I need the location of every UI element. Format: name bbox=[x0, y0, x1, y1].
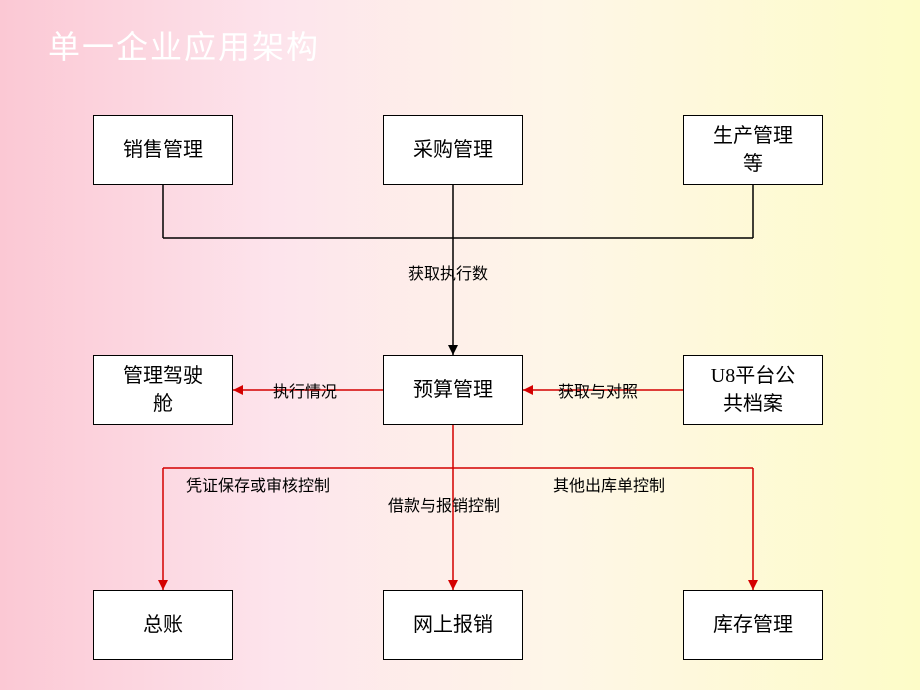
node-expense: 网上报销 bbox=[383, 590, 523, 660]
edge-label-0: 获取执行数 bbox=[408, 260, 488, 284]
edge-label-3: 凭证保存或审核控制 bbox=[186, 472, 330, 496]
architecture-diagram: 销售管理 采购管理 生产管理等管理驾驶舱 预算管理 U8平台公共档案总账 网上报销 库存管理… bbox=[78, 100, 848, 675]
node-budget: 预算管理 bbox=[383, 355, 523, 425]
node-sales: 销售管理 bbox=[93, 115, 233, 185]
node-cockpit: 管理驾驶舱 bbox=[93, 355, 233, 425]
edge-label-1: 执行情况 bbox=[273, 378, 337, 402]
node-production: 生产管理等 bbox=[683, 115, 823, 185]
edge-label-4: 借款与报销控制 bbox=[388, 492, 500, 516]
page-title: 单一企业应用架构 bbox=[48, 22, 320, 68]
node-inventory: 库存管理 bbox=[683, 590, 823, 660]
node-u8: U8平台公共档案 bbox=[683, 355, 823, 425]
node-gl: 总账 bbox=[93, 590, 233, 660]
edge-label-2: 获取与对照 bbox=[558, 378, 638, 402]
edge-label-5: 其他出库单控制 bbox=[553, 472, 665, 496]
node-purchase: 采购管理 bbox=[383, 115, 523, 185]
